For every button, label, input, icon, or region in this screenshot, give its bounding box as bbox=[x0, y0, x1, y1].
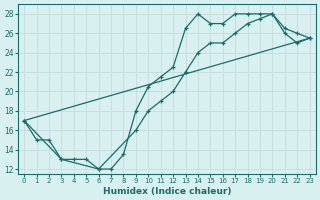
X-axis label: Humidex (Indice chaleur): Humidex (Indice chaleur) bbox=[103, 187, 231, 196]
